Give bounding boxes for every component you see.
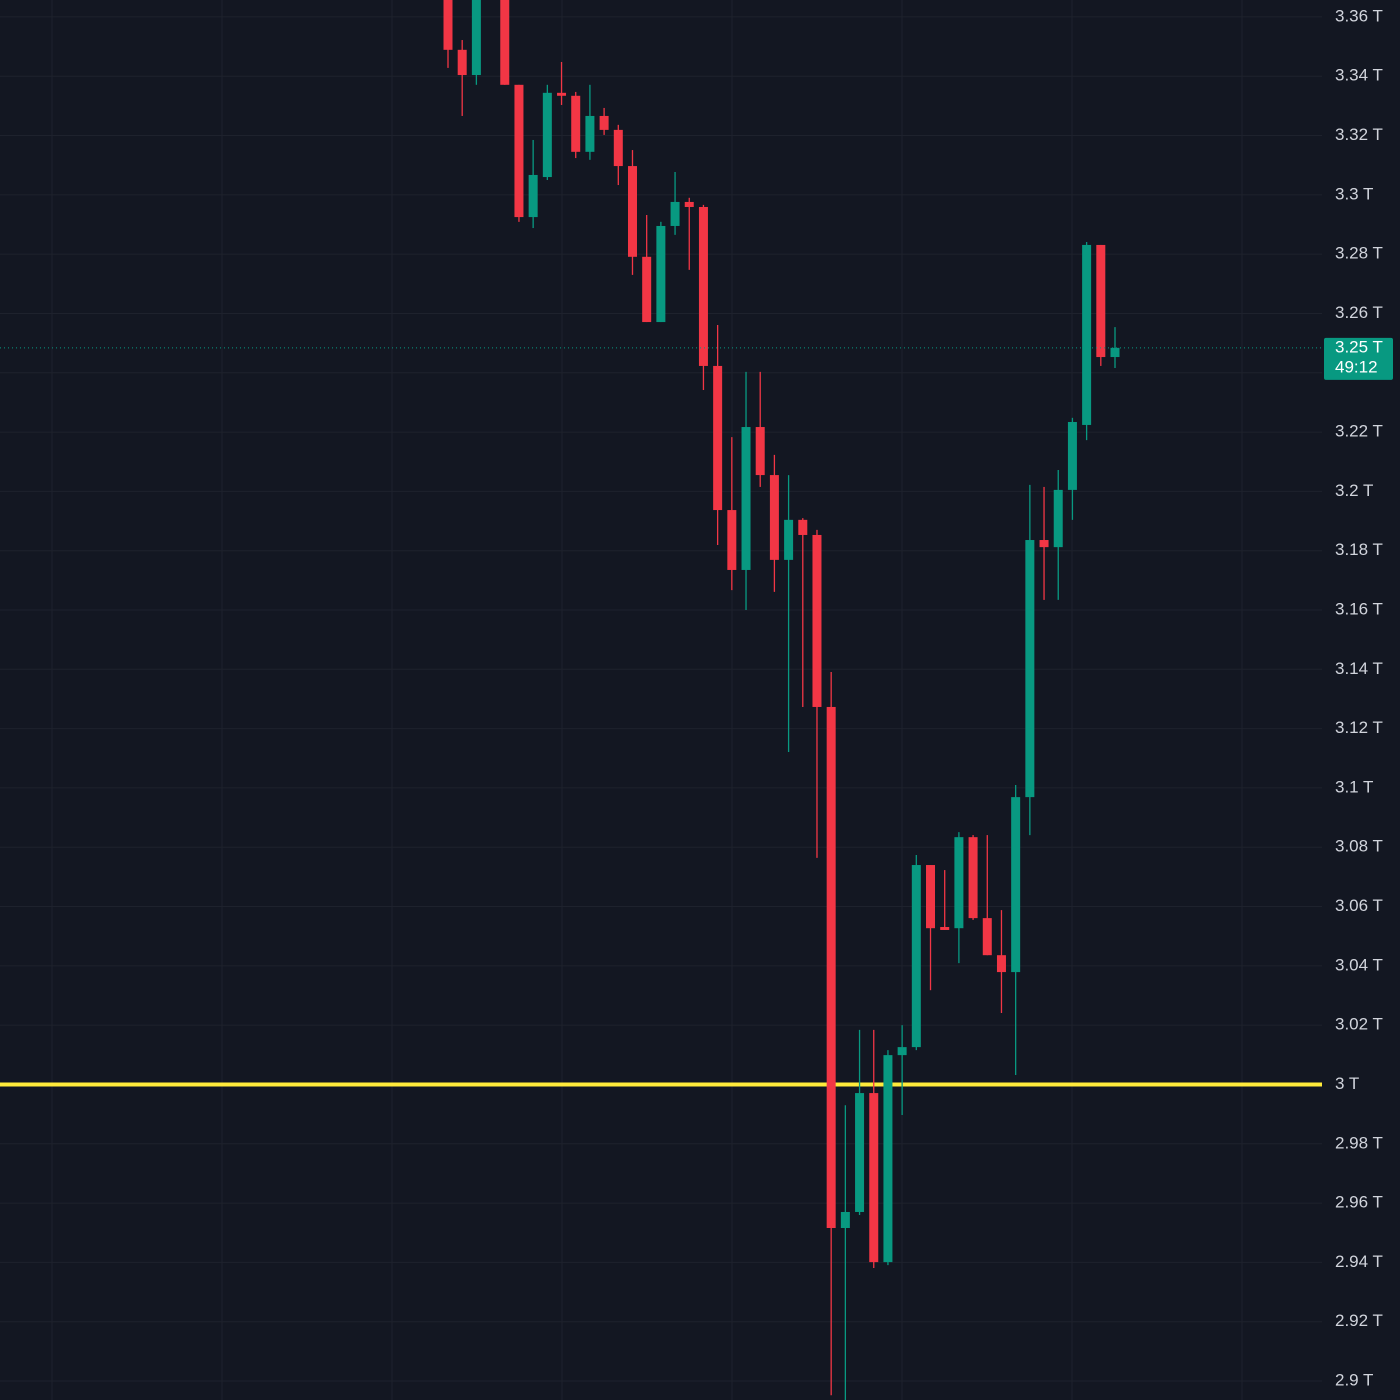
candle-body bbox=[840, 1211, 850, 1229]
candle-body bbox=[812, 534, 822, 707]
y-tick-label: 3.34 T bbox=[1335, 66, 1383, 85]
candle-body bbox=[741, 427, 751, 570]
candle-body bbox=[727, 510, 737, 570]
candle-body bbox=[982, 918, 992, 956]
y-tick-label: 3.02 T bbox=[1335, 1015, 1383, 1034]
candle-body bbox=[869, 1093, 879, 1263]
candle-body bbox=[769, 475, 779, 560]
y-tick-label: 3.04 T bbox=[1335, 955, 1383, 974]
candle-body bbox=[798, 519, 808, 535]
candle-body bbox=[1053, 489, 1063, 548]
candle-body bbox=[627, 166, 637, 257]
candle-body bbox=[713, 365, 723, 511]
candle-body bbox=[826, 706, 836, 1229]
y-tick-label: 3.22 T bbox=[1335, 422, 1383, 441]
countdown-label: 49:12 bbox=[1335, 357, 1378, 376]
candle-body bbox=[926, 865, 936, 929]
y-tick-label: 3.3 T bbox=[1335, 184, 1373, 203]
candle-body bbox=[585, 115, 595, 152]
candle-body bbox=[542, 92, 552, 178]
candle-body bbox=[1011, 797, 1021, 973]
candle-body bbox=[1110, 347, 1120, 358]
candle-body bbox=[599, 115, 609, 130]
candle-body bbox=[457, 49, 467, 76]
y-tick-label: 3 T bbox=[1335, 1074, 1359, 1093]
y-tick-label: 3.12 T bbox=[1335, 718, 1383, 737]
candle-body bbox=[1082, 244, 1092, 425]
candle-body bbox=[613, 129, 623, 167]
y-tick-label: 2.94 T bbox=[1335, 1252, 1383, 1271]
y-tick-label: 3.28 T bbox=[1335, 244, 1383, 263]
candle-body bbox=[571, 95, 581, 152]
y-tick-label: 2.96 T bbox=[1335, 1193, 1383, 1212]
y-tick-label: 3.16 T bbox=[1335, 599, 1383, 618]
y-tick-label: 3.2 T bbox=[1335, 481, 1373, 500]
y-tick-label: 3.06 T bbox=[1335, 896, 1383, 915]
candle-body bbox=[1039, 540, 1049, 548]
y-tick-label: 3.18 T bbox=[1335, 540, 1383, 559]
candle-body bbox=[471, 0, 481, 76]
price-tag bbox=[1324, 337, 1393, 380]
candle-body bbox=[996, 955, 1006, 973]
candle-body bbox=[528, 174, 538, 218]
candle-body bbox=[940, 927, 950, 930]
y-tick-label: 3.36 T bbox=[1335, 6, 1383, 25]
candle-body bbox=[755, 427, 765, 476]
candle-body bbox=[500, 0, 510, 85]
candle-body bbox=[784, 519, 794, 560]
candle-body bbox=[897, 1047, 907, 1056]
y-tick-label: 2.92 T bbox=[1335, 1311, 1383, 1330]
candle-body bbox=[1067, 421, 1077, 490]
candle-body bbox=[557, 92, 567, 96]
vertical-grid bbox=[51, 0, 1243, 1400]
candle-body bbox=[855, 1093, 865, 1212]
candle-body bbox=[670, 201, 680, 226]
candle-body bbox=[514, 84, 524, 218]
y-tick-label: 3.26 T bbox=[1335, 303, 1383, 322]
y-tick-label: 2.9 T bbox=[1335, 1371, 1373, 1390]
y-tick-label: 2.98 T bbox=[1335, 1133, 1383, 1152]
candle-body bbox=[911, 865, 921, 1048]
y-tick-label: 3.08 T bbox=[1335, 837, 1383, 856]
candle-body bbox=[1096, 244, 1106, 358]
y-tick-label: 3.32 T bbox=[1335, 125, 1383, 144]
candle-body bbox=[684, 201, 694, 207]
y-tick-label: 3.1 T bbox=[1335, 777, 1373, 796]
candle-body bbox=[968, 837, 978, 919]
candle-body bbox=[443, 0, 453, 50]
candle-body bbox=[698, 206, 708, 366]
candle-body bbox=[1025, 540, 1035, 798]
candle-body bbox=[954, 837, 964, 929]
price-tag-label: 3.25 T bbox=[1335, 337, 1383, 356]
candle-body bbox=[656, 225, 666, 323]
candle-body bbox=[883, 1055, 893, 1263]
candle-body bbox=[642, 256, 652, 323]
y-tick-label: 3.14 T bbox=[1335, 659, 1383, 678]
